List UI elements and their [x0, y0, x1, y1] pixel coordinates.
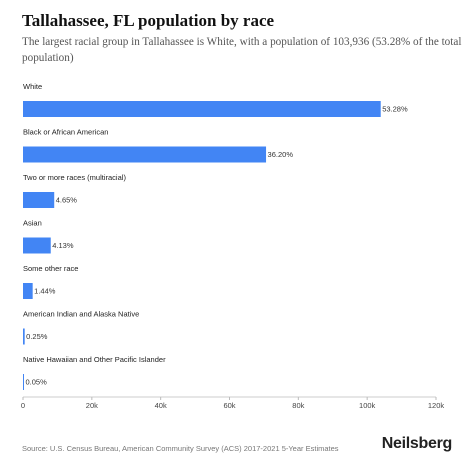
bar-asian — [23, 237, 51, 254]
x-tick-label: 60k — [223, 401, 235, 410]
category-label-two-or-more-races-multiracial: Two or more races (multiracial) — [23, 173, 126, 182]
x-tick-label: 80k — [292, 401, 304, 410]
chart-subtitle: The largest racial group in Tallahassee … — [22, 36, 462, 64]
bar-american-indian-and-alaska-native — [23, 328, 25, 345]
x-tick-label: 20k — [86, 401, 98, 410]
data-label-two-or-more-races-multiracial: 4.65% — [56, 196, 78, 205]
bar-some-other-race — [23, 283, 33, 299]
category-label-american-indian-and-alaska-native: American Indian and Alaska Native — [23, 310, 139, 319]
data-label-black-or-african-american: 36.20% — [268, 150, 294, 159]
data-label-some-other-race: 1.44% — [34, 287, 56, 296]
category-label-some-other-race: Some other race — [23, 264, 78, 273]
x-tick-label: 120k — [428, 401, 445, 410]
data-label-native-hawaiian-and-other-pacific-islander: 0.05% — [26, 378, 48, 387]
data-label-asian: 4.13% — [52, 241, 74, 250]
x-tick-label: 0 — [21, 401, 25, 410]
category-label-black-or-african-american: Black or African American — [23, 128, 108, 137]
bar-native-hawaiian-and-other-pacific-islander — [23, 374, 24, 390]
category-label-white: White — [23, 82, 42, 91]
category-label-asian: Asian — [23, 219, 42, 228]
x-tick-label: 40k — [155, 401, 167, 410]
data-label-white: 53.28% — [382, 105, 408, 114]
chart-title: Tallahassee, FL population by race — [22, 11, 275, 30]
source-note: Source: U.S. Census Bureau, American Com… — [22, 444, 339, 453]
bar-black-or-african-american — [23, 146, 267, 163]
bar-white — [23, 101, 381, 117]
x-tick-label: 100k — [359, 401, 376, 410]
category-label-native-hawaiian-and-other-pacific-islander: Native Hawaiian and Other Pacific Island… — [23, 355, 166, 364]
brand-logo: Neilsberg — [381, 435, 453, 452]
bar-two-or-more-races-multiracial — [23, 192, 55, 208]
data-label-american-indian-and-alaska-native: 0.25% — [26, 332, 48, 341]
